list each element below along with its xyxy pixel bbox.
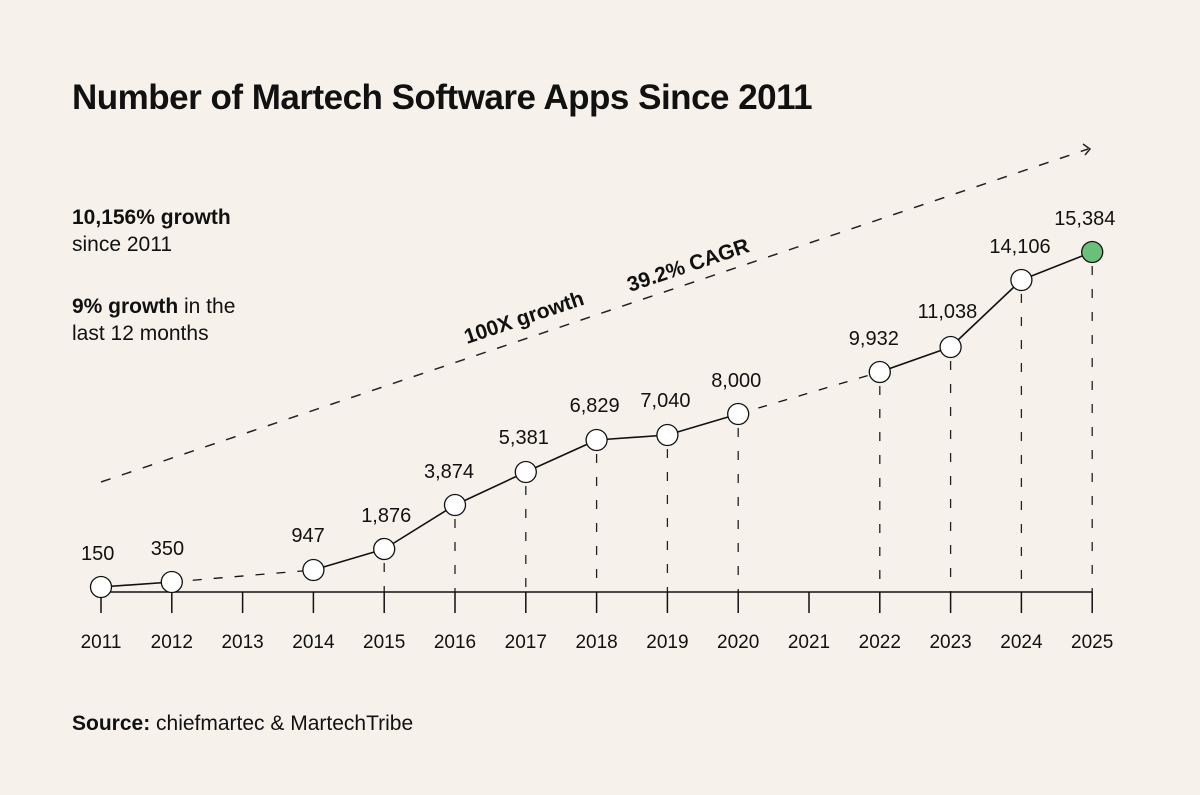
series-segment — [100, 581, 172, 588]
data-point — [89, 575, 113, 599]
growth-note-total-bold: 10,156% growth — [72, 206, 231, 229]
x-tick-label: 2011 — [81, 632, 122, 653]
data-point — [727, 402, 750, 426]
growth-note-recent-line2: last 12 months — [72, 322, 209, 345]
series-segment — [596, 434, 668, 441]
x-ticks — [100, 592, 1093, 613]
markers — [89, 240, 1104, 599]
data-point — [373, 537, 396, 561]
series-segment — [667, 413, 739, 436]
x-tick-labels: 2011 2012 2013 2014 2015 2016 2017 2018 2019 2020… — [81, 632, 1114, 653]
data-point — [1010, 268, 1033, 292]
x-tick-label: 2018 — [575, 632, 617, 653]
series-gap-dashed — [738, 371, 880, 415]
series-segment — [525, 439, 597, 473]
growth-note-recent-bold: 9% growth — [72, 295, 179, 318]
x-tick-label: 2025 — [1071, 632, 1113, 653]
growth-note-recent: 9% growth in the last 12 months — [72, 293, 235, 347]
series-segment — [950, 279, 1022, 348]
x-tick-label: 2013 — [221, 632, 263, 653]
value-label: 5,381 — [499, 427, 549, 449]
series-gap-dashed — [171, 569, 314, 583]
drop-lines — [383, 266, 1093, 592]
data-point — [939, 335, 962, 359]
x-tick-label: 2017 — [505, 632, 547, 653]
x-tick-label: 2016 — [434, 632, 476, 653]
value-label: 6,829 — [570, 395, 620, 417]
x-tick-label: 2023 — [929, 632, 971, 653]
data-point — [585, 428, 608, 452]
series-segment — [313, 548, 385, 571]
data-point — [443, 493, 467, 517]
growth-note-total-line2: since 2011 — [72, 233, 173, 256]
series-lines — [100, 251, 1093, 588]
value-label: 947 — [291, 525, 324, 547]
series-segment — [879, 346, 951, 373]
value-label: 15,384 — [1054, 208, 1115, 230]
growth-note-total: 10,156% growth since 2011 — [72, 204, 231, 258]
value-label: 150 — [81, 543, 114, 565]
highlight-point — [1081, 240, 1104, 264]
value-label: 1,876 — [361, 505, 411, 527]
value-label: 3,874 — [424, 461, 474, 483]
x-tick-label: 2020 — [717, 632, 759, 653]
data-point — [160, 570, 183, 594]
trend-label-cagr: 39.2% CAGR — [624, 234, 752, 296]
source-note: Source: chiefmartec & MartechTribe — [72, 712, 413, 736]
source-label: Source: — [72, 712, 151, 735]
x-tick-label: 2024 — [1000, 632, 1043, 653]
series-segment — [383, 504, 456, 550]
x-tick-label: 2021 — [788, 632, 830, 653]
value-label: 14,106 — [989, 236, 1050, 258]
x-tick-label: 2019 — [646, 632, 688, 653]
trend-arrowhead-icon — [1082, 143, 1092, 156]
x-tick-label: 2022 — [859, 632, 901, 653]
data-point — [868, 360, 891, 384]
x-tick-label: 2014 — [292, 632, 335, 653]
chart-title: Number of Martech Software Apps Since 20… — [72, 78, 813, 117]
series-segment — [454, 471, 527, 506]
value-label: 7,040 — [640, 390, 690, 412]
value-label: 9,932 — [849, 328, 899, 350]
source-text: chiefmartec & MartechTribe — [150, 712, 414, 735]
data-point — [514, 460, 537, 484]
x-tick-label: 2015 — [363, 632, 405, 653]
value-label: 11,038 — [918, 301, 978, 323]
value-labels: 150 350 947 1,876 3,874 5,381 6,829 7,040 8,000 9… — [81, 208, 1115, 565]
x-tick-label: 2012 — [151, 632, 193, 653]
value-label: 8,000 — [711, 370, 761, 392]
series-segment — [1021, 251, 1093, 281]
value-label: 350 — [151, 538, 184, 560]
growth-note-recent-after: in the — [178, 295, 236, 318]
data-point — [302, 558, 325, 582]
data-point — [656, 423, 679, 447]
